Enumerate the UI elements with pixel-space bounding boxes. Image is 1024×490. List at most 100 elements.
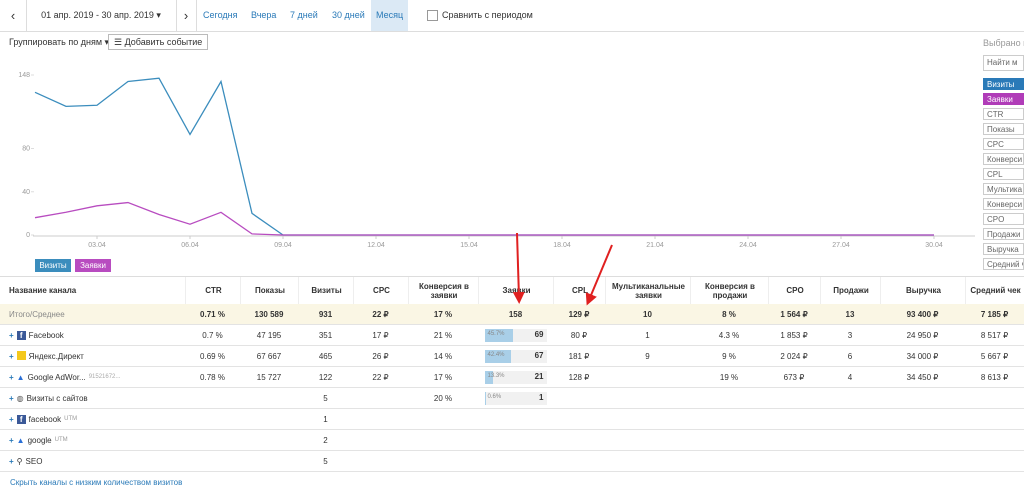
x-tick-label: 06.04 [181, 242, 199, 249]
table-row: + ⚲ SEO 5 [0, 451, 1024, 472]
table-cell: 22 ₽ [372, 309, 389, 319]
x-tick-label: 03.04 [88, 242, 106, 249]
expand-icon[interactable]: + [9, 393, 14, 403]
table-cell: 20 % [433, 393, 453, 403]
table-cell: 0.78 % [200, 372, 225, 382]
leads-bar [484, 349, 511, 363]
column-header[interactable]: CPL [553, 277, 606, 304]
channel-account: 91521672... [88, 374, 121, 380]
table-cell: 5 667 ₽ [980, 351, 1009, 361]
table-cell: 129 ₽ [568, 309, 590, 319]
legend-item[interactable]: Заявки [75, 259, 111, 272]
table-cell: 0.71 % [200, 309, 225, 319]
legend-item[interactable]: Визиты [35, 259, 71, 272]
table-cell: 130 589 [254, 309, 284, 319]
column-header[interactable]: Конверсия в заявки [408, 277, 479, 304]
metric-toggle[interactable]: Конверси [983, 153, 1024, 165]
period-link[interactable]: Сегодня [203, 10, 238, 20]
table-cell: 14 % [433, 351, 453, 361]
metric-toggle[interactable]: CTR [983, 108, 1024, 120]
table-cell: 9 [645, 351, 650, 361]
channel-name[interactable]: facebook [28, 414, 62, 424]
channel-name[interactable]: Визиты с сайтов [26, 393, 88, 403]
column-header[interactable]: Название канала [9, 286, 77, 295]
column-header[interactable]: Визиты [298, 277, 354, 304]
channel-icon: ▲ [16, 435, 25, 445]
column-header[interactable]: CPO [768, 277, 821, 304]
sidebar-search[interactable]: Найти м [983, 55, 1024, 71]
channel-icon: ⚲ [16, 456, 23, 466]
metric-toggle[interactable]: CPO [983, 213, 1024, 225]
metric-toggle[interactable]: CPL [983, 168, 1024, 180]
add-event-label: Добавить событие [124, 37, 203, 47]
expand-icon[interactable]: + [9, 435, 14, 445]
period-link[interactable]: Месяц [371, 0, 409, 31]
column-header[interactable]: Выручка [880, 277, 966, 304]
x-tick-label: 09.04 [274, 242, 292, 249]
column-header[interactable]: CTR [185, 277, 241, 304]
table-cell: 1 853 ₽ [780, 330, 808, 340]
period-link[interactable]: 30 дней [332, 10, 365, 20]
table-cell: 4 [847, 372, 853, 382]
column-header[interactable]: Конверсия в продажи [690, 277, 769, 304]
table-cell: 673 ₽ [783, 372, 805, 382]
hide-low-link[interactable]: Скрыть каналы с низким количеством визит… [10, 478, 183, 487]
next-button[interactable]: › [176, 0, 197, 31]
x-tick-label: 27.04 [832, 242, 850, 249]
period-link[interactable]: Вчера [251, 10, 277, 20]
metric-toggle[interactable]: Продажи [983, 228, 1024, 240]
column-header[interactable]: Показы [240, 277, 299, 304]
channel-tag: UTM [54, 437, 68, 443]
channel-name[interactable]: Итого/Среднее [9, 309, 65, 319]
checkbox[interactable] [427, 10, 438, 21]
channel-name[interactable]: SEO [25, 456, 43, 466]
legend-swatch [75, 259, 111, 272]
metric-toggle[interactable]: CPC [983, 138, 1024, 150]
expand-icon[interactable]: + [9, 372, 14, 382]
legend-label: Заявки [80, 261, 106, 270]
column-header[interactable]: Средний чек [965, 277, 1024, 304]
table-cell: 2 [323, 435, 328, 445]
expand-icon[interactable]: + [9, 414, 14, 424]
metric-toggle[interactable]: Средний ч [983, 258, 1024, 270]
channel-name[interactable]: Google AdWor... [27, 372, 86, 382]
channel-name[interactable]: Facebook [28, 330, 64, 340]
expand-icon[interactable]: + [9, 330, 14, 340]
column-header[interactable]: CPC [353, 277, 409, 304]
table-cell: 5 [323, 456, 328, 466]
date-picker[interactable]: 01 апр. 2019 - 30 апр. 2019 ▾ [26, 0, 177, 31]
expand-icon[interactable]: + [9, 456, 14, 466]
metric-toggle[interactable]: Конверси [983, 198, 1024, 210]
prev-button[interactable]: ‹ [0, 0, 27, 31]
table-cell: 34 450 ₽ [906, 372, 939, 382]
metric-toggle[interactable]: Показы [983, 123, 1024, 135]
column-header[interactable]: Продажи [820, 277, 881, 304]
metric-toggle[interactable]: Визиты [983, 78, 1024, 90]
series-line [34, 201, 934, 236]
table-row: + ▲ google UTM 2 [0, 430, 1024, 451]
x-tick-label: 12.04 [367, 242, 385, 249]
table-cell: 8 % [722, 309, 736, 319]
column-header[interactable]: Мультиканальные заявки [605, 277, 691, 304]
table-cell: 8 517 ₽ [980, 330, 1009, 340]
table-cell: 6 [847, 351, 853, 361]
table-cell: 0.7 % [202, 330, 223, 340]
x-tick-label: 30.04 [925, 242, 943, 249]
metric-toggle[interactable]: Мультика [983, 183, 1024, 195]
group-by[interactable]: Группировать по дням ▾ [9, 37, 110, 47]
column-header[interactable]: Заявки [478, 277, 554, 304]
table-cell: 5 [323, 393, 328, 403]
table-cell: 1 [323, 414, 328, 424]
table-cell: 21 % [433, 330, 453, 340]
table-cell: 931 [318, 309, 333, 319]
expand-icon[interactable]: + [9, 351, 14, 361]
compare-label[interactable]: Сравнить с периодом [442, 10, 533, 20]
table-row: + ▲ Google AdWor... 91521672... 0.78 % 15 727… [0, 367, 1024, 388]
add-event-button[interactable]: ☰ Добавить событие [108, 34, 209, 50]
channel-name[interactable]: google [27, 435, 52, 445]
metric-toggle[interactable]: Выручка [983, 243, 1024, 255]
channel-icon [16, 350, 26, 362]
channel-name[interactable]: Яндекс.Директ [28, 351, 84, 361]
metric-toggle[interactable]: Заявки [983, 93, 1024, 105]
period-link[interactable]: 7 дней [290, 10, 318, 20]
